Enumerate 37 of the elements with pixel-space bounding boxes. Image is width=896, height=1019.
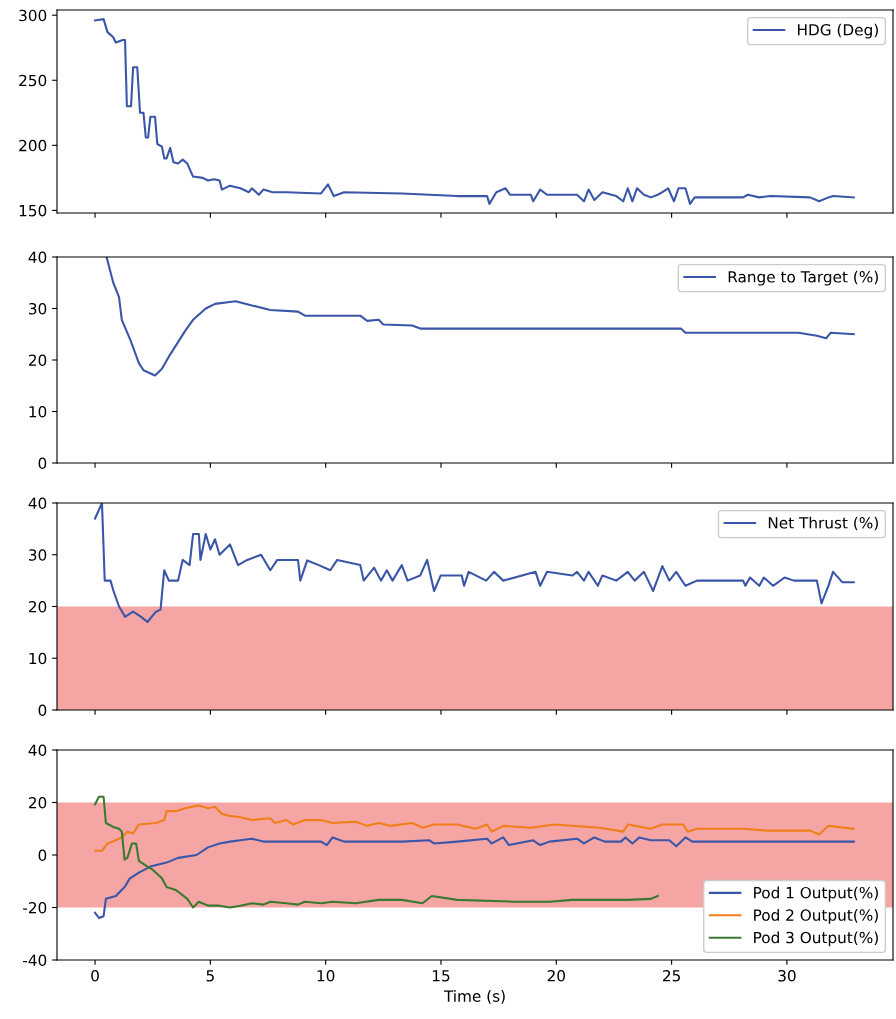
x-tick-label: 5 — [206, 970, 214, 982]
y-tick-label: 10 — [29, 652, 47, 665]
y-tick-label: 40 — [28, 497, 47, 510]
x-tick-label: 15 — [432, 970, 450, 982]
y-tick-label: 20 — [28, 796, 47, 809]
legend-label: Net Thrust (%) — [768, 516, 878, 531]
x-tick-label: 30 — [778, 969, 796, 982]
x-tick-label: 0 — [91, 969, 99, 982]
y-tick-label: 20 — [28, 354, 47, 367]
y-tick-label: 30 — [29, 549, 47, 561]
x-tick-label: 10 — [317, 969, 335, 982]
y-tick-label: -40 — [23, 954, 47, 967]
y-tick-label: 20 — [28, 600, 47, 613]
line-series — [94, 795, 659, 909]
y-tick-label: 0 — [38, 704, 47, 717]
legend-label: Pod 1 Output(%) — [754, 886, 878, 902]
y-tick-label: 0 — [38, 457, 47, 470]
y-tick-label: 150 — [19, 204, 47, 217]
line-series — [94, 804, 855, 852]
y-tick-label: 300 — [19, 9, 47, 22]
x-tick-label: 25 — [663, 969, 680, 982]
y-tick-label: -20 — [23, 901, 47, 914]
x-tick-label: 20 — [547, 969, 565, 982]
y-tick-label: 30 — [29, 302, 47, 315]
y-tick-label: 250 — [19, 74, 47, 87]
legend-label: Pod 2 Output(%) — [754, 909, 878, 924]
legend-label: Pod 3 Output(%) — [754, 931, 878, 947]
legend-label: Range to Target (%) — [728, 270, 878, 286]
y-tick-label: 40 — [28, 744, 47, 757]
line-series — [105, 257, 855, 377]
line-series — [94, 503, 855, 624]
x-axis-title: Time (s) — [443, 990, 505, 1004]
y-tick-label: 10 — [29, 405, 47, 418]
y-tick-label: 200 — [19, 139, 47, 152]
y-tick-label: 40 — [28, 251, 47, 264]
y-tick-label: 0 — [38, 849, 47, 862]
legend-label: HDG (Deg) — [798, 23, 878, 39]
